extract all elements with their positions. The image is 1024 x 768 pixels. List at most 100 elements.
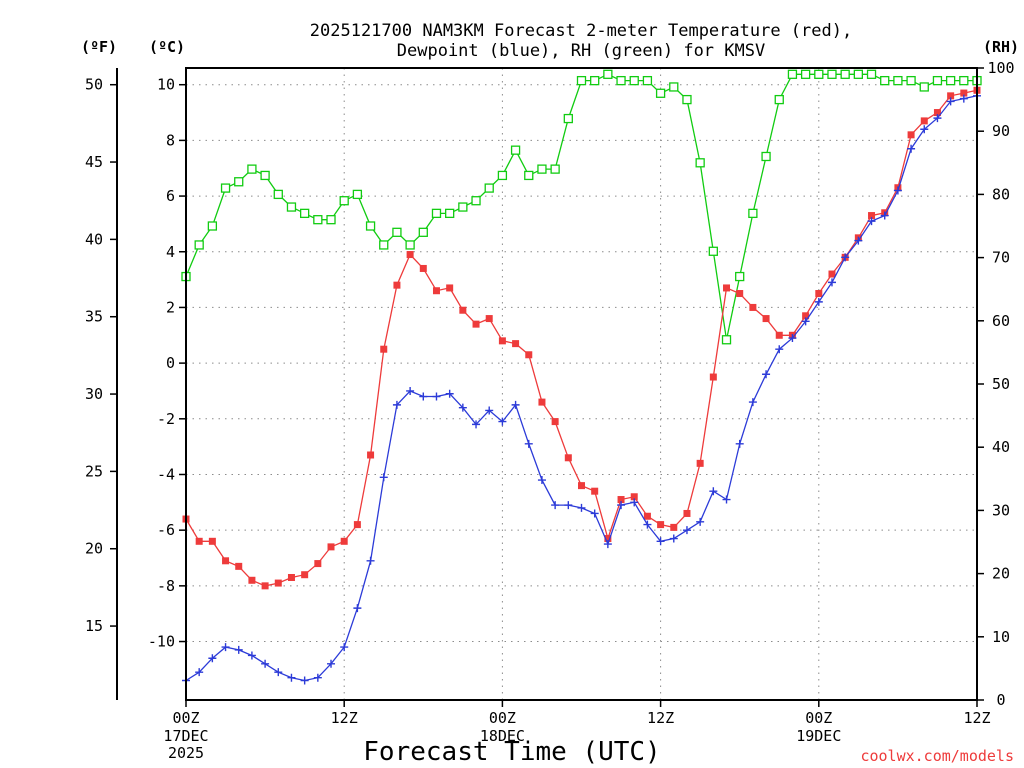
2-meter-temperature-point <box>657 521 665 529</box>
chart-title-line1: 2025121700 NAM3KM Forecast 2-meter Tempe… <box>310 21 852 41</box>
rh-tick-label: 70 <box>992 249 1010 267</box>
rh-point <box>326 215 336 225</box>
rh-point <box>919 82 929 92</box>
celsius-tick-label: -4 <box>157 465 175 483</box>
2-meter-temperature-point <box>498 337 506 345</box>
rh-point <box>431 208 442 219</box>
rh-line <box>185 73 977 340</box>
dewpoint-point <box>669 534 678 543</box>
dewpoint-point <box>590 509 599 518</box>
rh-point <box>800 69 811 79</box>
rh-point <box>471 196 481 206</box>
rh-point <box>313 215 323 225</box>
rh-point <box>590 75 600 86</box>
dewpoint-point <box>406 386 415 395</box>
2-meter-temperature-point <box>393 281 401 289</box>
2-meter-temperature-point <box>617 496 625 504</box>
dewpoint-point <box>748 398 757 407</box>
2-meter-temperature-point <box>327 543 335 551</box>
2-meter-temperature-point <box>933 109 941 117</box>
dewpoint-point <box>458 403 467 412</box>
rh-point <box>537 164 547 174</box>
2-meter-temperature-point <box>709 373 717 381</box>
2-meter-temperature-point <box>828 270 836 278</box>
rh-point <box>880 75 890 86</box>
2-meter-temperature-point <box>643 512 651 520</box>
2-meter-temperature-point <box>947 92 955 100</box>
2-meter-temperature-point <box>512 340 520 348</box>
rh-point <box>497 170 508 181</box>
rh-point <box>563 113 573 124</box>
celsius-tick-label: 10 <box>157 76 175 94</box>
2-meter-temperature-point <box>406 251 414 259</box>
2-meter-temperature-point <box>446 284 454 292</box>
2-meter-temperature-point <box>815 290 823 298</box>
rh-point <box>721 335 732 345</box>
2-meter-temperature-point <box>683 509 691 517</box>
2-meter-temperature-point <box>287 573 295 581</box>
gridlines <box>186 68 977 700</box>
rh-tick-label: 90 <box>992 122 1010 140</box>
2-meter-temperature-point <box>630 493 638 501</box>
2-meter-temperature-point <box>604 535 612 543</box>
fahrenheit-tick-label: 45 <box>85 153 103 171</box>
rh-point <box>286 202 297 212</box>
dewpoint-point <box>432 392 441 401</box>
dewpoint-point <box>643 520 652 529</box>
2-meter-temperature-point <box>591 487 599 495</box>
2-meter-temperature-point <box>301 571 309 579</box>
dewpoint-point <box>392 400 401 409</box>
dewpoint-point <box>524 439 533 448</box>
dewpoint-point <box>353 604 362 613</box>
source-credit: coolwx.com/models <box>860 747 1014 765</box>
celsius-unit-label: (ºC) <box>149 38 185 56</box>
dewpoint-point <box>814 297 823 306</box>
2-meter-temperature-point <box>670 523 678 531</box>
fahrenheit-tick-label: 35 <box>85 308 103 326</box>
rh-point <box>405 240 415 250</box>
rh-point <box>787 69 798 79</box>
rh-point <box>234 177 244 187</box>
dewpoint-point <box>893 186 902 195</box>
dewpoint-point <box>313 673 322 682</box>
2-meter-temperature-point <box>868 212 876 220</box>
rh-tick-label: 60 <box>992 312 1010 330</box>
rh-point <box>840 69 850 79</box>
2-meter-temperature-point <box>578 482 585 490</box>
dewpoint-point <box>880 211 889 220</box>
rh-point <box>945 75 956 86</box>
2-meter-temperature-point <box>723 284 731 292</box>
dewpoint-point <box>445 389 454 398</box>
rh-point <box>642 75 653 86</box>
rh-point <box>735 271 745 282</box>
rh-point <box>959 75 969 86</box>
dewpoint-point <box>208 654 217 663</box>
rh-tick-label: 20 <box>992 565 1010 583</box>
year-tick-label: 2025 <box>168 744 204 762</box>
fahrenheit-unit-label: (ºF) <box>81 38 117 56</box>
2-meter-temperature-point <box>802 312 810 320</box>
2-meter-temperature-point <box>459 306 467 314</box>
2-meter-temperature-point <box>907 131 915 139</box>
celsius-tick-label: -2 <box>157 410 175 428</box>
2-meter-temperature-point <box>235 562 243 570</box>
rh-point <box>629 75 639 86</box>
dewpoint-point <box>511 400 520 409</box>
rh-point <box>510 145 521 155</box>
axes <box>110 67 984 707</box>
time-tick-label: 12Z <box>647 709 674 727</box>
rh-point <box>484 183 494 193</box>
rh-tick-label: 0 <box>996 691 1005 709</box>
rh-point <box>445 208 455 219</box>
dewpoint-point <box>788 334 797 343</box>
2-meter-temperature-point <box>367 451 375 459</box>
2-meter-temperature-point <box>696 459 704 467</box>
plot-frame <box>185 67 978 701</box>
rh-point <box>260 170 270 181</box>
rh-point <box>352 189 363 200</box>
2-meter-temperature-point <box>432 287 440 295</box>
dewpoint-point <box>274 668 283 677</box>
rh-point <box>906 75 916 86</box>
dewpoint-point <box>221 643 230 652</box>
rh-tick-label: 30 <box>992 501 1010 519</box>
